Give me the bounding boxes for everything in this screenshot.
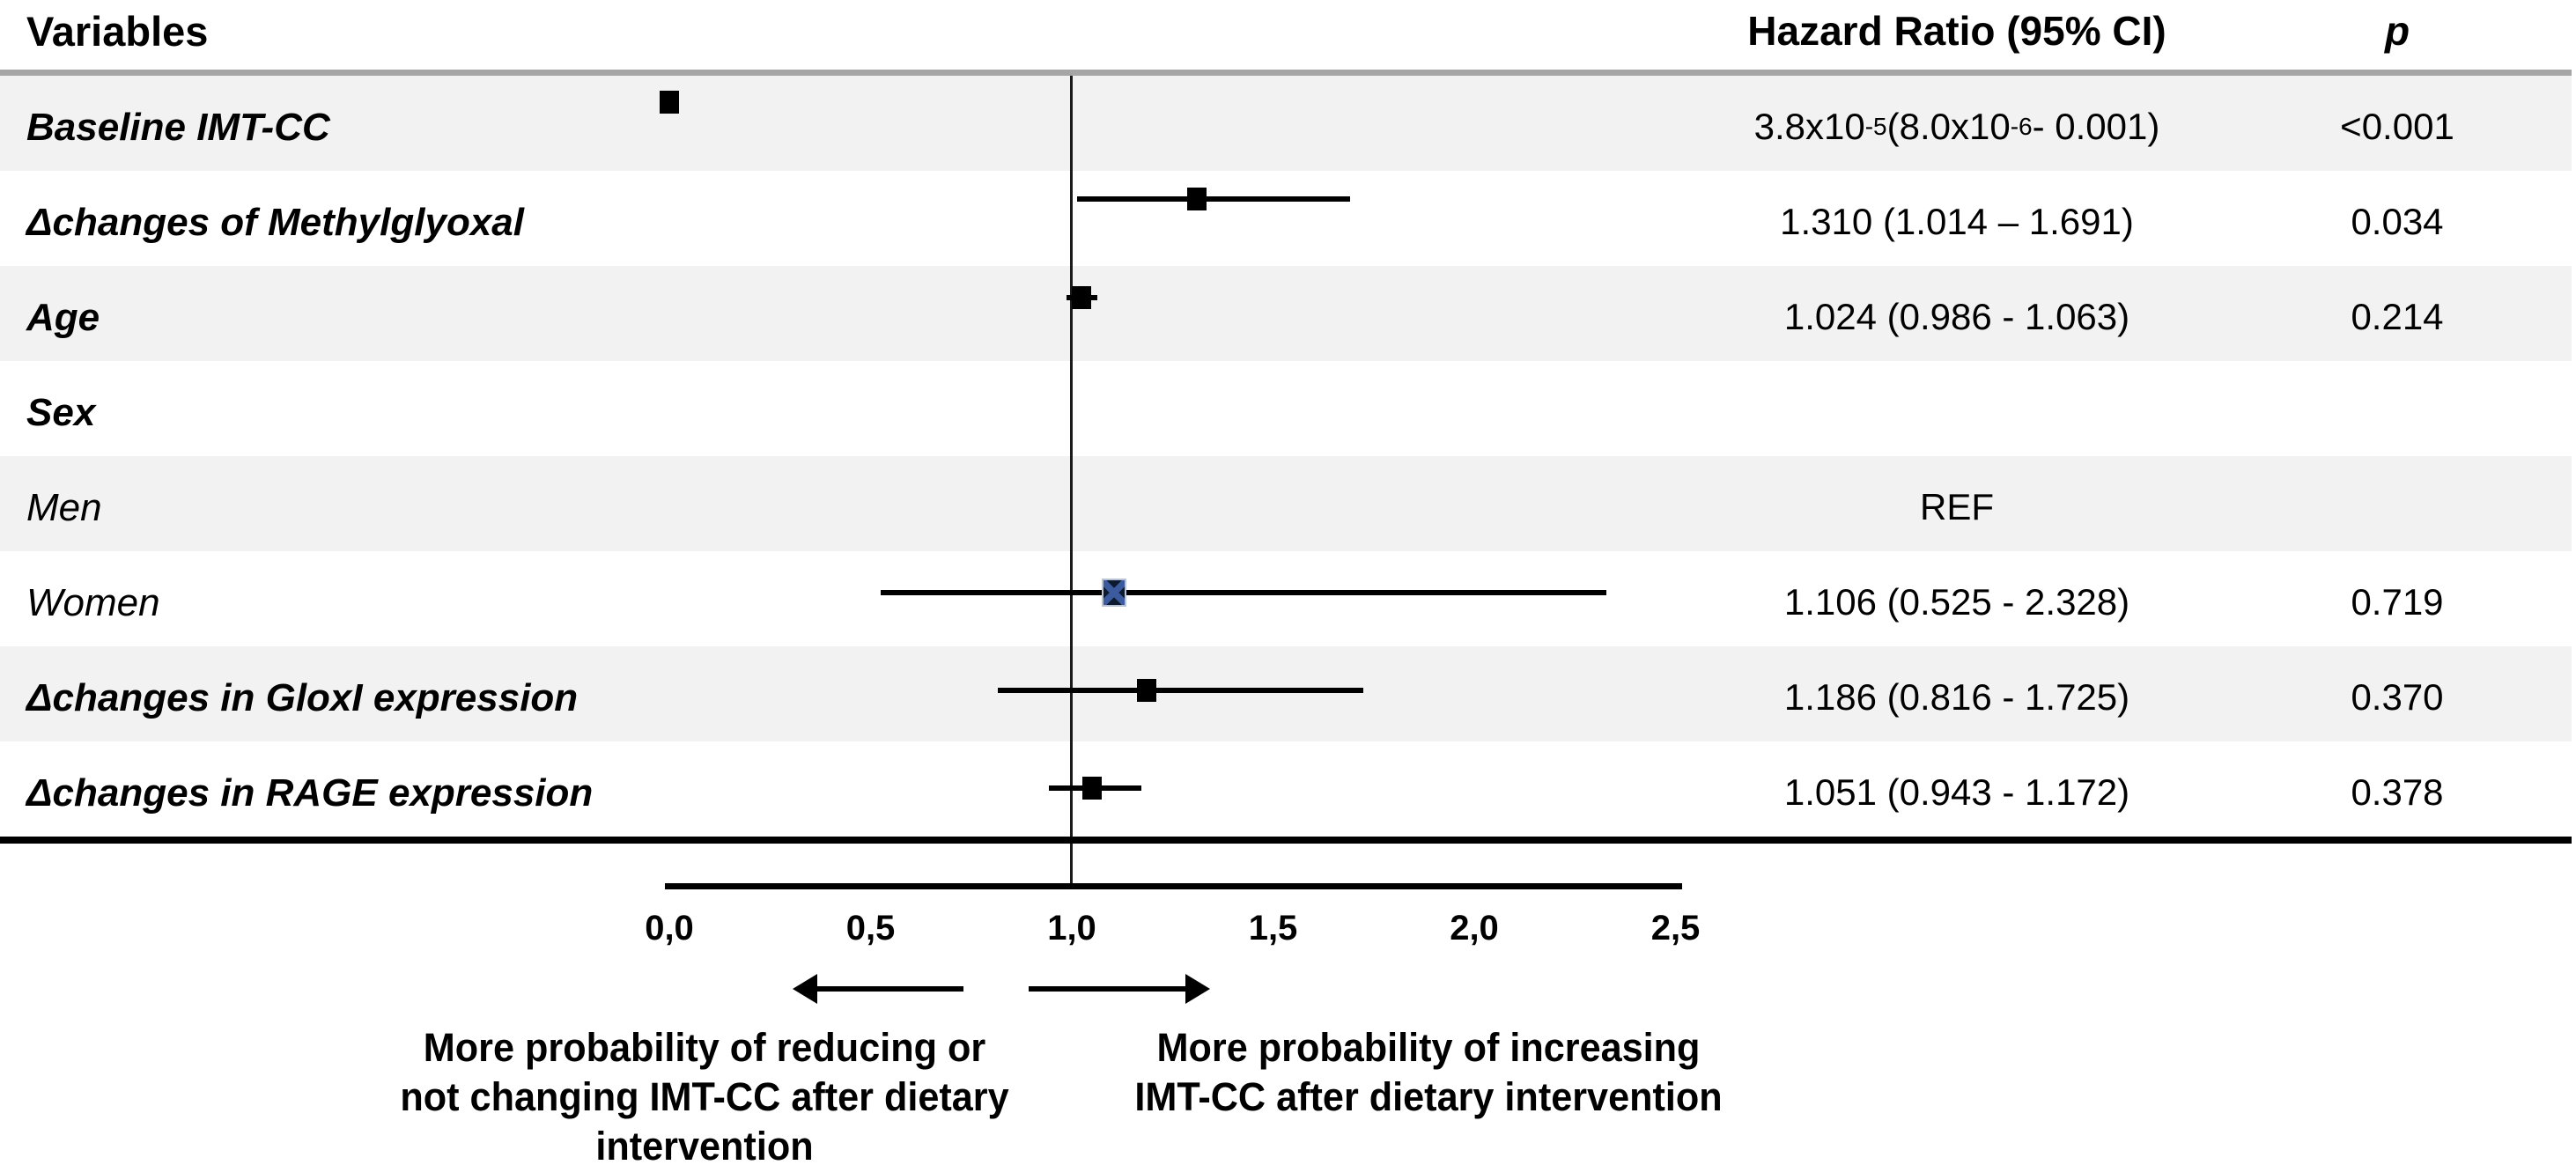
p-value: 0.034: [2351, 201, 2444, 242]
hazard-ratio-value: [1693, 361, 2221, 456]
variable-label: Δchanges of Methylglyoxal: [26, 201, 524, 244]
table-row: Δchanges in RAGE expression 1.051 (0.943 …: [0, 741, 2572, 837]
column-header-p-value: p: [2384, 8, 2410, 54]
axis-tick-label: 2,5: [1650, 909, 1701, 947]
hazard-ratio-value: 3.8x10 -5 (8.0x10 -6 - 0.001): [1753, 106, 2160, 147]
variable-label: Sex: [26, 391, 96, 434]
table-row: Women 1.106 (0.525 - 2.328) 0.719: [0, 551, 2572, 646]
hazard-ratio-value: 1.106 (0.525 - 2.328): [1783, 581, 2130, 623]
p-value: 0.719: [2351, 581, 2444, 623]
variable-label: Δchanges in GloxI expression: [26, 676, 579, 719]
black-square-marker: [1082, 777, 1103, 800]
variable-label: Women: [26, 581, 160, 624]
x-axis-line: [665, 883, 1682, 889]
table-row: Δchanges in GloxI expression 1.186 (0.816…: [0, 646, 2572, 741]
right-direction-label: More probability of increasing IMT-CC af…: [1134, 1025, 1723, 1119]
table-row: Baseline IMT-CC 3.8x10 -5 (8.0x10 -6 - 0.00…: [0, 76, 2572, 171]
header-divider-line: [0, 70, 2572, 76]
p-value: 0.370: [2351, 676, 2444, 718]
hazard-ratio-value: REF: [1920, 486, 1994, 527]
p-value: <0.001: [2340, 106, 2454, 147]
variable-label: Baseline IMT-CC: [26, 106, 330, 149]
reference-line-hr-1: [1070, 76, 1073, 888]
variable-label: Δchanges in RAGE expression: [26, 771, 594, 815]
p-value: [2265, 456, 2529, 551]
table-bottom-border: [0, 837, 2572, 844]
black-square-marker: [1186, 188, 1207, 210]
p-value: 0.378: [2351, 771, 2444, 813]
axis-tick-label: 0,0: [645, 909, 694, 947]
left-arrow-icon: [793, 974, 817, 1004]
column-header-hazard-ratio: Hazard Ratio (95% CI): [1747, 8, 2166, 54]
hazard-ratio-value: 1.051 (0.943 - 1.172): [1783, 771, 2130, 813]
p-value: [2265, 361, 2529, 456]
black-square-marker: [1137, 679, 1156, 702]
column-header-variables: Variables: [26, 8, 209, 55]
black-square-marker: [660, 91, 680, 114]
black-square-marker: [1071, 286, 1091, 309]
right-arrow-icon: [1185, 974, 1210, 1004]
hazard-ratio-value: 1.024 (0.986 - 1.063): [1783, 296, 2130, 337]
hazard-ratio-value: 1.310 (1.014 – 1.691): [1780, 201, 2134, 242]
axis-tick-label: 1,0: [1047, 909, 1096, 947]
p-value: 0.214: [2351, 296, 2444, 337]
ci-line: [997, 688, 1364, 693]
left-direction-label: More probability of reducing or not chan…: [400, 1025, 1009, 1165]
table-row: Δchanges of Methylglyoxal 1.310 (1.014 – …: [0, 171, 2572, 266]
table-row: Men REF: [0, 456, 2572, 551]
navy-x-square-marker: [1103, 580, 1126, 605]
ci-line: [1077, 196, 1350, 202]
axis-tick-label: 2,0: [1450, 909, 1499, 947]
table-row: Sex: [0, 361, 2572, 456]
right-arrow-shaft: [1029, 986, 1189, 992]
axis-tick-label: 0,5: [845, 909, 896, 947]
variable-label: Men: [26, 486, 102, 529]
variable-label: Age: [26, 296, 100, 339]
hazard-ratio-value: 1.186 (0.816 - 1.725): [1783, 676, 2130, 718]
left-arrow-shaft: [816, 986, 963, 992]
table-row: Age 1.024 (0.986 - 1.063) 0.214: [0, 266, 2572, 361]
axis-tick-label: 1,5: [1248, 909, 1298, 947]
ci-line: [880, 590, 1606, 595]
